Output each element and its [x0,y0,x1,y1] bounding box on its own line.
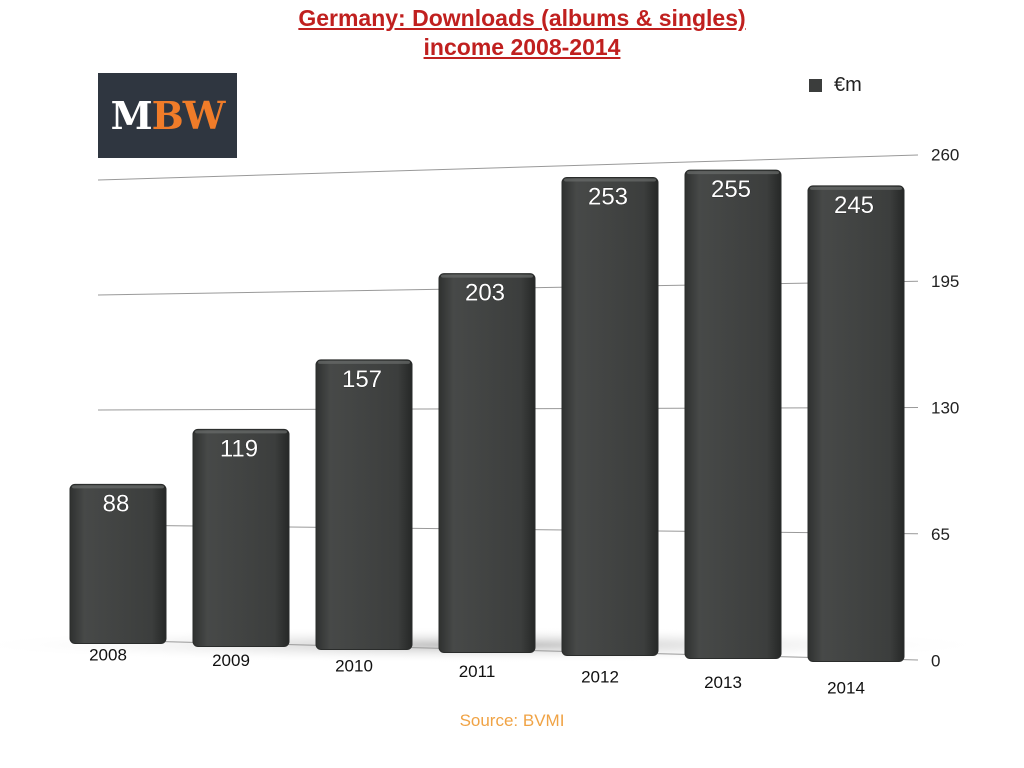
bar-value-label: 253 [588,184,628,211]
x-tick-label: 2014 [827,678,865,697]
chart-title-line1: Germany: Downloads (albums & singles) [298,5,746,31]
y-tick-label: 260 [931,146,959,165]
bar-value-label: 157 [342,366,382,393]
x-tick-label: 2008 [89,645,127,664]
bar-highlight [564,178,656,182]
y-tick-label: 65 [931,525,950,544]
x-tick-label: 2013 [704,673,742,692]
bar-highlight [195,430,287,434]
legend-swatch [809,78,822,92]
bar-highlight [72,485,164,489]
bar [561,177,659,656]
y-tick-label: 0 [931,651,940,670]
bar-value-label: 88 [103,490,130,517]
bar-highlight [810,186,902,190]
source-note: Source: BVMI [459,711,565,730]
bar [315,359,413,650]
bar-value-label: 119 [220,435,258,462]
bar [438,273,536,653]
bar-highlight [318,360,410,364]
bar [192,428,290,647]
bar [807,185,905,662]
logo-text-m: M [110,93,153,138]
y-tick-label: 130 [931,398,959,417]
legend-label: €m [834,73,862,96]
bar-highlight [441,274,533,278]
bar-value-label: 245 [834,192,874,219]
chart-title-line2: income 2008-2014 [423,34,621,60]
logo-text-bw: BW [151,93,226,138]
bar-value-label: 255 [711,176,751,203]
x-tick-label: 2009 [212,651,250,670]
x-tick-label: 2011 [459,662,496,681]
bar-value-label: 203 [465,280,505,307]
gridline [97,154,919,181]
bar [69,483,167,644]
chart-title: Germany: Downloads (albums & singles) in… [0,4,1024,62]
bar [684,169,782,659]
bar-highlight [687,171,779,175]
y-tick-label: 195 [931,272,959,291]
legend: €m [809,73,862,97]
x-tick-label: 2010 [335,656,373,675]
mbw-logo: M BW [98,73,237,158]
x-tick-label: 2012 [581,667,619,686]
